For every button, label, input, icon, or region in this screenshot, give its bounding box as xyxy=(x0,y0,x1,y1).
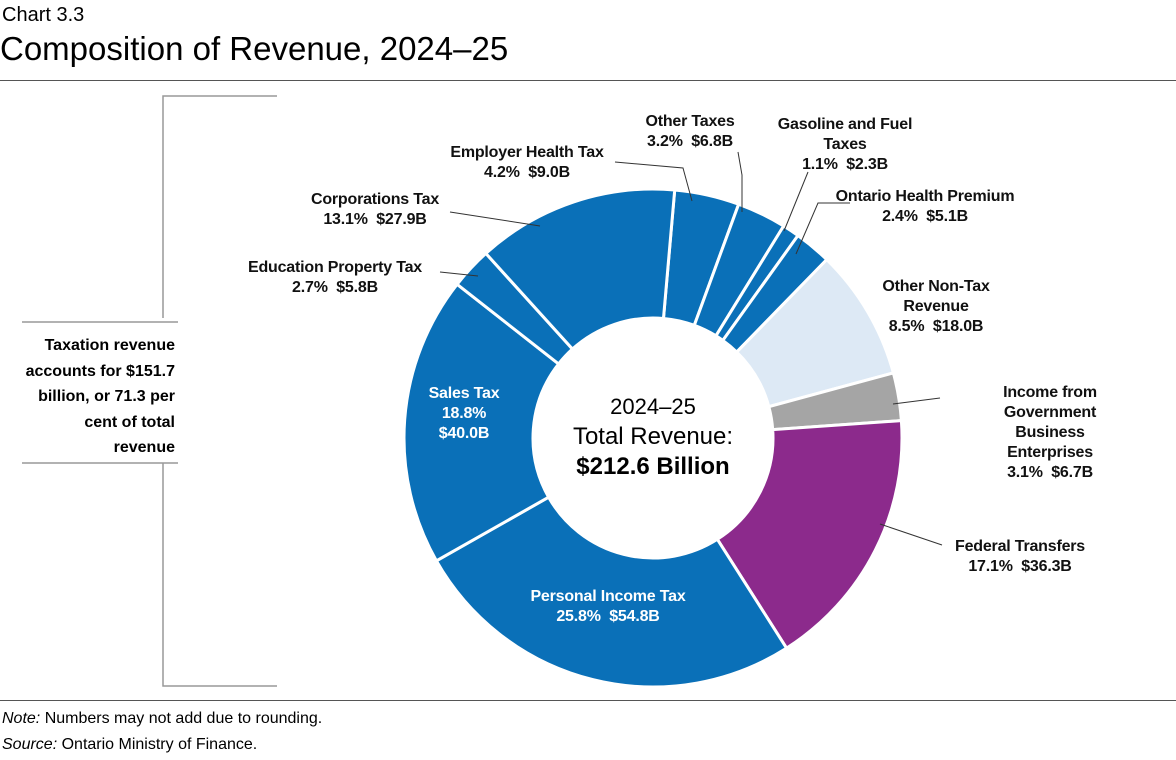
slice-label: Education Property Tax 2.7% $5.8B xyxy=(248,258,422,298)
gap xyxy=(1013,558,1022,575)
amount-label: $5.1B xyxy=(926,208,968,225)
percent-label: 17.1% xyxy=(968,558,1013,575)
center-year: 2024–25 xyxy=(610,394,696,419)
source: Source: Ontario Ministry of Finance. xyxy=(2,736,257,754)
bracket xyxy=(22,95,277,687)
chart-label: Chart 3.3 xyxy=(2,4,85,26)
gap xyxy=(601,608,610,625)
percent-label: 3.2% xyxy=(647,133,683,150)
gap xyxy=(520,164,529,181)
note-text: Numbers may not add due to rounding. xyxy=(44,710,323,727)
slice-label: Federal Transfers 17.1% $36.3B xyxy=(955,537,1085,577)
annotation: Taxation revenue accounts for $151.7 bil… xyxy=(25,337,175,456)
rule xyxy=(0,80,1176,81)
category-name: Sales Tax xyxy=(428,385,500,402)
category-name: Federal Transfers xyxy=(955,538,1085,555)
percent-label: 18.8% xyxy=(441,405,487,422)
amount-label: $6.8B xyxy=(691,133,733,150)
percent-label: 1.1% xyxy=(802,156,838,173)
slice-label: Employer Health Tax 4.2% $9.0B xyxy=(450,143,603,183)
source-text: Ontario Ministry of Finance. xyxy=(61,736,258,753)
percent-label: 3.1% xyxy=(1007,464,1043,481)
slice-label: Other Non-Tax Revenue 8.5% $18.0B xyxy=(882,277,990,337)
amount-label: $36.3B xyxy=(1021,558,1072,575)
category-name: Ontario Health Premium xyxy=(835,188,1015,205)
chart-title: Composition of Revenue, 2024–25 xyxy=(0,30,509,67)
source-label: Source: xyxy=(2,736,58,753)
value-line: 25.8% $54.8B xyxy=(530,607,685,627)
gap xyxy=(683,133,692,150)
slice-label: Gasoline and Fuel Taxes 1.1% $2.3B xyxy=(777,115,913,175)
leader-lines xyxy=(439,151,943,546)
slice-label: Corporations Tax 13.1% $27.9B xyxy=(311,190,439,230)
category-name: Other Taxes xyxy=(645,113,735,130)
center-caption: Total Revenue: xyxy=(572,423,734,450)
slice xyxy=(434,495,789,689)
slice-label: Sales Tax 18.8% $40.0B xyxy=(429,384,500,444)
percent-label: 8.5% xyxy=(888,318,925,335)
amount-label: $18.0B xyxy=(932,318,984,335)
slice-label: Personal Income Tax 25.8% $54.8B xyxy=(530,587,685,627)
category-name: Personal Income Tax xyxy=(530,588,686,605)
gap xyxy=(368,211,377,228)
value-line: 3.2% $6.8B xyxy=(645,132,734,152)
note: Note: Numbers may not add due to roundin… xyxy=(2,710,322,728)
amount-label: $6.7B xyxy=(1051,464,1093,481)
gap xyxy=(1043,464,1052,481)
category-name: Other Non-Tax Revenue xyxy=(882,278,990,315)
rule xyxy=(0,700,1176,701)
amount-label: $27.9B xyxy=(376,211,427,228)
percent-label: 4.2% xyxy=(484,164,520,181)
center-total: $212.6 Billion xyxy=(576,453,730,480)
percent-label: 2.7% xyxy=(292,279,328,296)
amount-label: $9.0B xyxy=(528,164,570,181)
slice-label: Ontario Health Premium 2.4% $5.1B xyxy=(836,187,1015,227)
gap xyxy=(918,208,927,225)
value-line: 4.2% $9.0B xyxy=(450,163,603,183)
slice-label: Other Taxes 3.2% $6.8B xyxy=(645,112,734,152)
value-line: 17.1% $36.3B xyxy=(955,557,1085,577)
value-line: 2.4% $5.1B xyxy=(836,207,1015,227)
slice-label: Income from Government Business Enterpri… xyxy=(987,383,1113,483)
category-name: Employer Health Tax xyxy=(450,144,604,161)
category-name: Gasoline and Fuel Taxes xyxy=(777,116,913,153)
value-line: 13.1% $27.9B xyxy=(311,210,439,230)
amount-label: $2.3B xyxy=(846,156,888,173)
value-line: 18.8% $40.0B xyxy=(429,404,500,444)
amount-label: $54.8B xyxy=(609,608,660,625)
percent-label: 2.4% xyxy=(882,208,918,225)
note-label: Note: xyxy=(2,710,41,727)
value-line: 3.1% $6.7B xyxy=(987,463,1113,483)
center-label: 2024–25 Total Revenue: $212.6 Billion xyxy=(553,392,753,482)
category-name: Corporations Tax xyxy=(310,191,440,208)
value-line: 2.7% $5.8B xyxy=(248,278,422,298)
value-line: 8.5% $18.0B xyxy=(882,317,989,337)
gap xyxy=(924,318,933,335)
slice xyxy=(402,282,561,563)
gap xyxy=(328,279,337,296)
value-line: 1.1% $2.3B xyxy=(778,155,912,175)
slice xyxy=(483,187,677,352)
slice xyxy=(715,419,904,651)
amount-label: $40.0B xyxy=(438,425,490,442)
category-name: Income from Government Business Enterpri… xyxy=(1003,384,1097,461)
percent-label: 25.8% xyxy=(556,608,601,625)
category-name: Education Property Tax xyxy=(247,259,423,276)
amount-label: $5.8B xyxy=(336,279,378,296)
percent-label: 13.1% xyxy=(323,211,368,228)
